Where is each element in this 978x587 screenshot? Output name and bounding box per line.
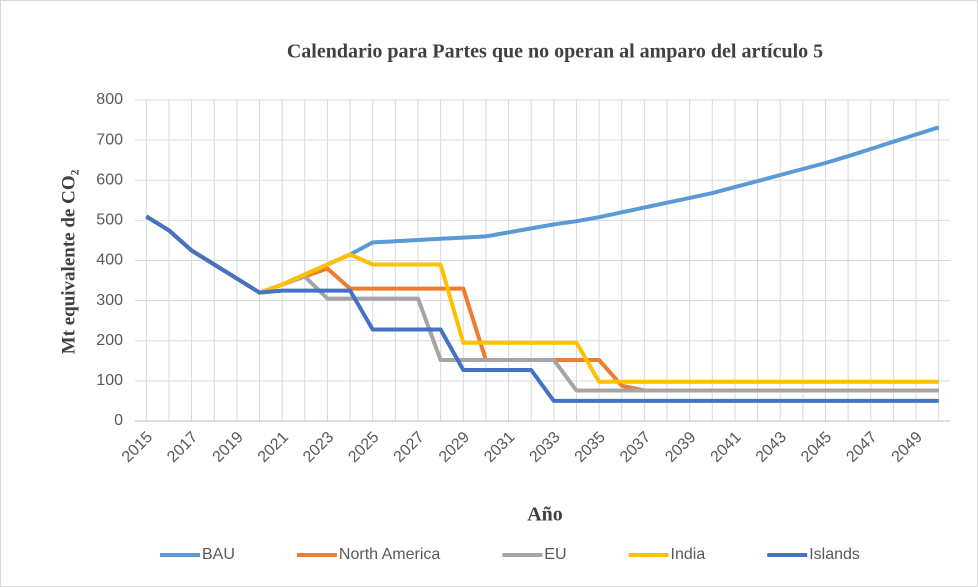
series-line <box>145 214 939 403</box>
lines <box>145 125 940 403</box>
legend: BAU North America EU India Islands <box>160 546 860 563</box>
y-tick-label: 200 <box>96 332 123 349</box>
chart-title: Calendario para Partes que no operan al … <box>287 41 823 63</box>
y-axis-label: Mt equivalente de CO₂ <box>58 169 79 354</box>
legend-label: Islands <box>809 546 860 563</box>
y-tick-label: 400 <box>96 252 123 269</box>
y-tick-label: 800 <box>96 91 123 108</box>
legend-label: India <box>671 546 706 563</box>
legend-label: North America <box>339 546 440 563</box>
y-tick-label: 500 <box>96 212 123 229</box>
legend-label: EU <box>544 546 566 563</box>
legend-label: BAU <box>202 546 235 563</box>
series-line <box>145 214 939 384</box>
x-axis-label: Año <box>527 504 563 526</box>
y-tick-label: 600 <box>96 171 123 188</box>
y-tick-label: 0 <box>114 412 123 429</box>
y-tick-label: 300 <box>96 292 123 309</box>
y-tick-label: 100 <box>96 372 123 389</box>
y-tick-label: 700 <box>96 131 123 148</box>
grid <box>135 99 950 422</box>
